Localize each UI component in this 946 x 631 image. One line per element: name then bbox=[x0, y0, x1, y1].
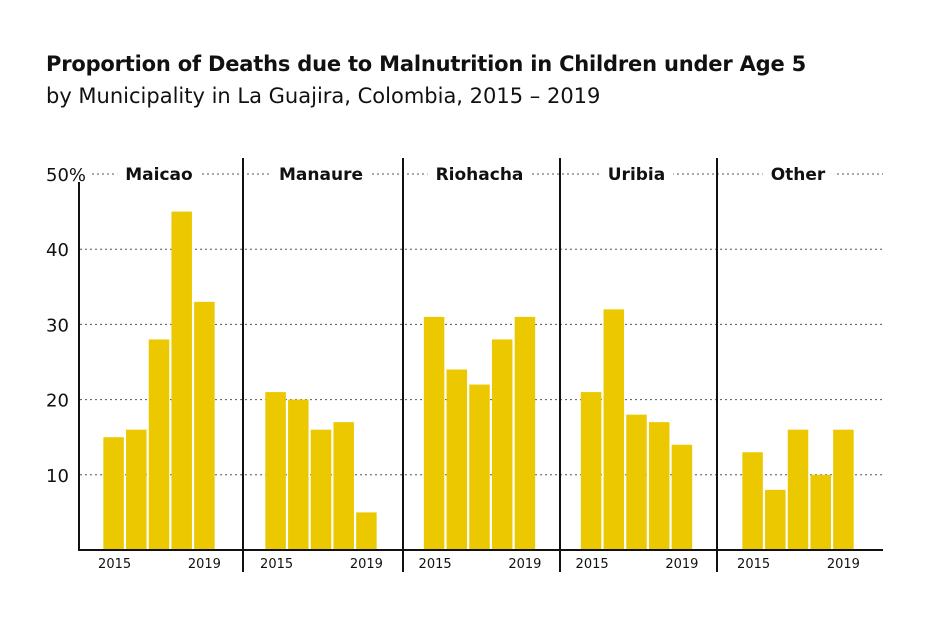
y-tick-label: 40 bbox=[46, 240, 69, 261]
panel-label-manaure: Manaure bbox=[279, 165, 363, 185]
bar-maicao-2019 bbox=[194, 301, 215, 550]
x-tick-label: 2015 bbox=[260, 557, 293, 572]
y-tick-label: 50% bbox=[46, 165, 86, 186]
bar-uribia-2017 bbox=[626, 414, 647, 550]
y-tick-label: 20 bbox=[46, 391, 69, 412]
x-tick-label: 2015 bbox=[98, 557, 131, 572]
bar-riohacha-2015 bbox=[423, 316, 445, 550]
x-tick-label: 2015 bbox=[419, 557, 452, 572]
x-tick-label: 2019 bbox=[665, 557, 698, 572]
x-tick-label: 2019 bbox=[188, 557, 221, 572]
bar-riohacha-2016 bbox=[446, 369, 468, 550]
bar-uribia-2016 bbox=[603, 309, 625, 550]
bar-uribia-2015 bbox=[580, 392, 602, 550]
bar-other-2017 bbox=[787, 429, 809, 550]
bar-uribia-2019 bbox=[671, 444, 693, 550]
bar-uribia-2018 bbox=[648, 422, 670, 550]
bar-other-2015 bbox=[742, 452, 763, 550]
bar-manaure-2019 bbox=[356, 512, 377, 550]
panel-label-uribia: Uribia bbox=[608, 165, 665, 185]
panel-label-maicao: Maicao bbox=[125, 165, 192, 185]
bar-manaure-2015 bbox=[265, 392, 286, 550]
bar-other-2019 bbox=[833, 429, 854, 550]
bar-maicao-2015 bbox=[103, 437, 124, 550]
x-tick-label: 2019 bbox=[508, 557, 541, 572]
x-tick-label: 2015 bbox=[576, 557, 609, 572]
chart-title: Proportion of Deaths due to Malnutrition… bbox=[46, 52, 807, 76]
panel-label-background bbox=[599, 165, 674, 185]
y-tick-label: 10 bbox=[46, 466, 69, 487]
x-tick-label: 2019 bbox=[827, 557, 860, 572]
bar-manaure-2017 bbox=[310, 429, 332, 550]
bar-other-2016 bbox=[765, 489, 786, 550]
y-tick-label: 30 bbox=[46, 315, 69, 336]
bar-riohacha-2017 bbox=[469, 384, 490, 550]
x-tick-label: 2015 bbox=[737, 557, 770, 572]
bar-riohacha-2019 bbox=[514, 316, 536, 550]
bar-other-2018 bbox=[810, 474, 831, 550]
panel-label-background bbox=[271, 165, 371, 185]
bar-riohacha-2018 bbox=[491, 339, 513, 550]
x-tick-label: 2019 bbox=[350, 557, 383, 572]
panel-label-background bbox=[117, 165, 201, 185]
panel-label-riohacha: Riohacha bbox=[436, 165, 524, 185]
bar-maicao-2017 bbox=[148, 339, 170, 550]
panel-label-background bbox=[762, 165, 834, 185]
chart-subtitle: by Municipality in La Guajira, Colombia,… bbox=[46, 84, 601, 108]
panel-label-other: Other bbox=[771, 165, 826, 185]
bar-manaure-2016 bbox=[288, 399, 309, 550]
bar-manaure-2018 bbox=[333, 422, 354, 550]
bar-maicao-2018 bbox=[171, 211, 192, 550]
panel-label-background bbox=[427, 165, 532, 185]
bar-maicao-2016 bbox=[126, 429, 147, 550]
